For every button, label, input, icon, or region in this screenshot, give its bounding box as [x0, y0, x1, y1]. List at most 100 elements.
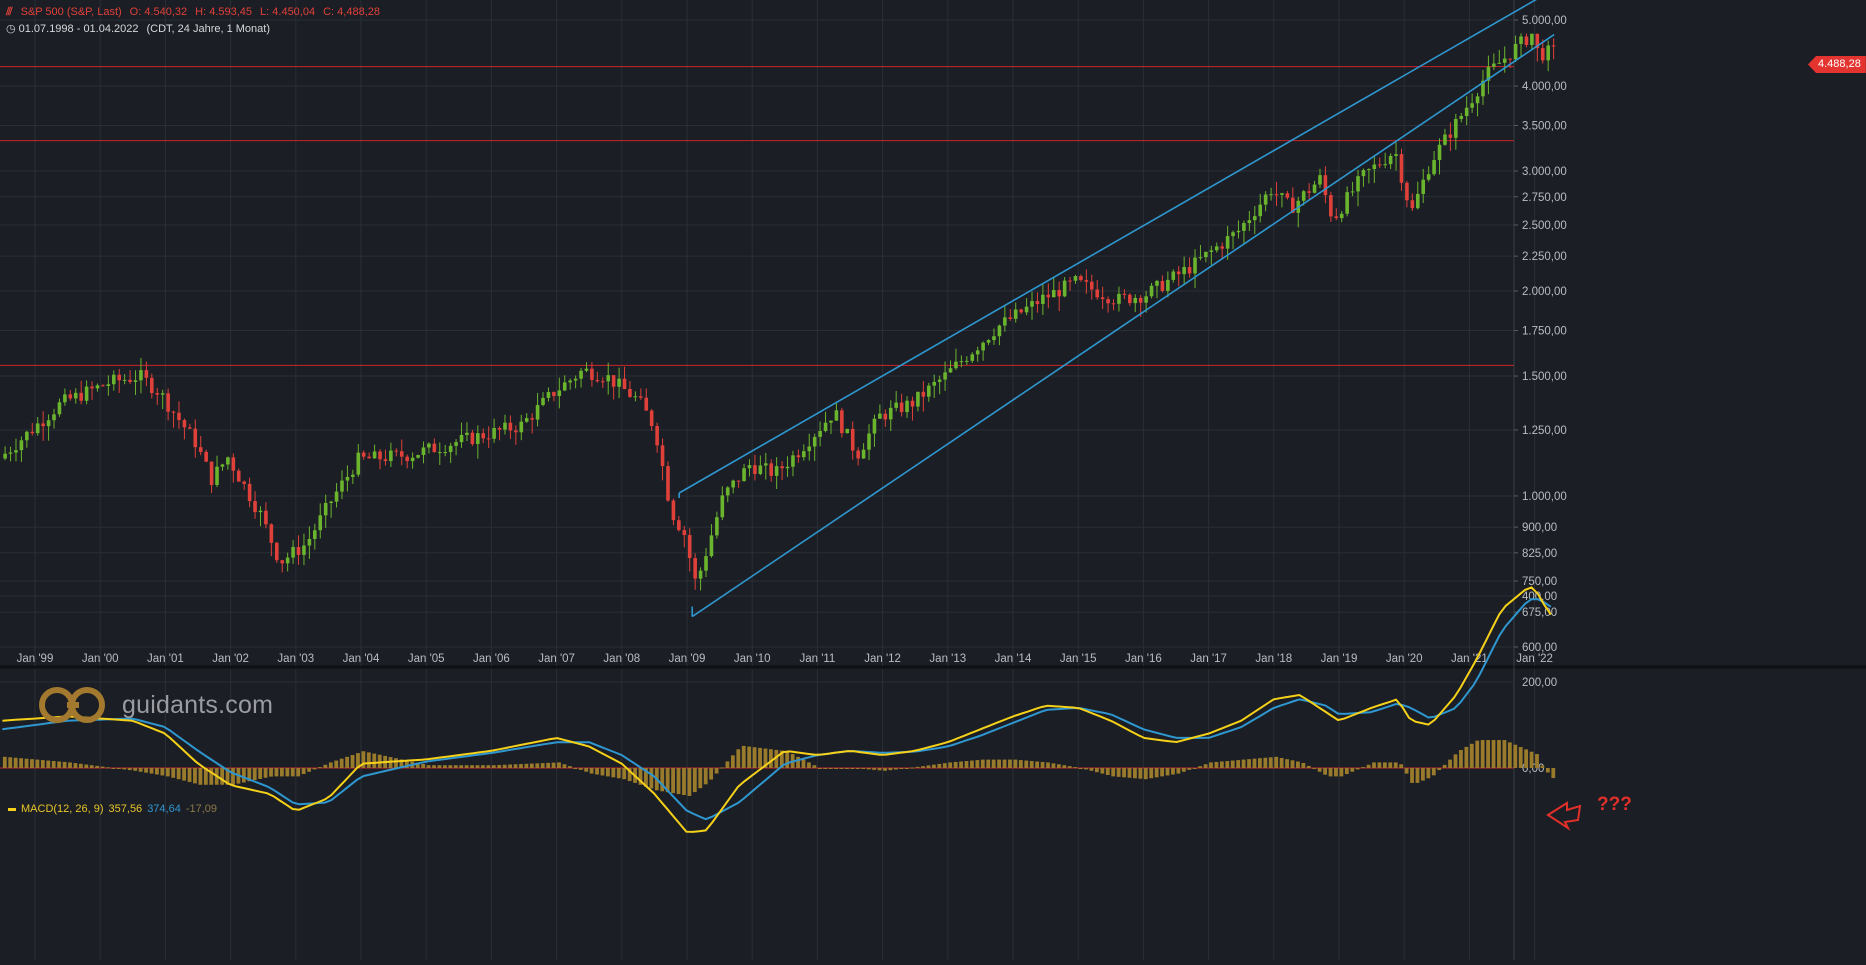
- candle-up: [73, 392, 78, 399]
- macd-hist-bar: [671, 768, 675, 794]
- macd-hist-bar: [1181, 768, 1186, 772]
- candle-up: [389, 450, 393, 462]
- macd-hist-bar: [133, 768, 138, 771]
- candle-up: [818, 431, 822, 437]
- candle-up: [992, 336, 996, 341]
- x-tick-label: Jan '08: [603, 653, 640, 665]
- macd-hist-bar: [1502, 740, 1507, 768]
- macd-hist-bar: [1312, 768, 1317, 769]
- candle-down: [899, 402, 904, 413]
- macd-hist-bar: [1127, 768, 1132, 778]
- candle-down: [171, 411, 176, 413]
- candle-up: [1182, 267, 1186, 275]
- macd-hist-bar: [638, 768, 643, 785]
- macd-hist-bar: [1301, 762, 1306, 768]
- candle-down: [481, 433, 486, 439]
- macd-hist-bar: [1024, 760, 1029, 768]
- macd-hist-bar: [910, 767, 915, 769]
- instrument-header: ⫻ S&P 500 (S&P, Last) O: 4.540,32 H: 4.593,…: [6, 6, 388, 19]
- y-tick-label: 2.500,00: [1522, 220, 1567, 232]
- candle-up: [1339, 213, 1344, 219]
- candle-up: [829, 420, 833, 423]
- macd-y-tick-label: 200,00: [1522, 677, 1557, 689]
- candle-down: [144, 370, 149, 378]
- candle-up: [557, 390, 562, 397]
- candle-up: [454, 442, 458, 446]
- macd-hist-bar: [1225, 761, 1230, 768]
- y-tick-label: 750,00: [1522, 576, 1557, 588]
- candle-up: [742, 468, 746, 482]
- macd-hist-bar: [404, 760, 409, 768]
- candle-up: [476, 433, 480, 445]
- candle-down: [399, 451, 404, 457]
- x-tick-label: Jan '17: [1190, 653, 1227, 665]
- macd-hist-bar: [51, 761, 56, 768]
- candle-up: [323, 503, 328, 516]
- candle-up: [1312, 184, 1317, 193]
- candle-up: [573, 378, 578, 381]
- macd-hist-bar: [8, 757, 13, 768]
- macd-hist-bar: [1497, 740, 1501, 768]
- macd-line: [2, 586, 1552, 833]
- price-panel-bg: [0, 0, 1866, 666]
- macd-hist-bar: [361, 751, 366, 768]
- macd-hist-bar: [1518, 747, 1523, 768]
- macd-hist-bar: [318, 767, 322, 769]
- candle-down: [611, 375, 616, 387]
- candle-up: [791, 455, 795, 467]
- candle-down: [1057, 290, 1061, 297]
- macd-hist-bar: [269, 768, 273, 777]
- macd-hist-bar: [692, 768, 697, 793]
- candle-up: [1383, 164, 1387, 166]
- candle-down: [1100, 297, 1105, 300]
- macd-hist-bar: [459, 765, 464, 768]
- candle-up: [1263, 194, 1268, 205]
- candle-up: [1513, 43, 1518, 60]
- macd-hist-bar: [893, 768, 898, 770]
- instrument-name: S&P 500 (S&P, Last): [20, 6, 122, 18]
- candle-up: [1459, 115, 1464, 119]
- x-tick-label: Jan '03: [277, 653, 314, 665]
- macd-hist-bar: [1426, 768, 1431, 779]
- macd-hist-bar: [937, 763, 942, 768]
- candle-down: [1323, 175, 1328, 196]
- macd-hist-bar: [1089, 768, 1094, 771]
- macd-hist-bar: [1464, 746, 1469, 768]
- macd-hist-bar: [377, 754, 382, 768]
- candle-up: [1225, 236, 1230, 249]
- macd-hist-bar: [524, 763, 529, 768]
- macd-hist-bar: [155, 768, 159, 775]
- macd-panel-bg: [0, 668, 1866, 960]
- range-info: (CDT, 24 Jahre, 1 Monat): [146, 23, 271, 35]
- candle-up: [1252, 216, 1257, 221]
- candle-up: [8, 452, 13, 454]
- candle-up: [1437, 144, 1442, 161]
- macd-hist-bar: [1105, 768, 1110, 775]
- macd-hist-bar: [1317, 768, 1322, 772]
- high-value: H: 4.593,45: [195, 6, 253, 18]
- macd-hist-bar: [280, 768, 284, 777]
- candle-down: [693, 558, 697, 579]
- x-tick-label: Jan '07: [538, 653, 575, 665]
- candle-up: [1041, 294, 1045, 305]
- macd-hist-bar: [866, 768, 871, 770]
- candle-up: [1013, 309, 1018, 319]
- candle-down: [514, 430, 518, 433]
- macd-hist-bar: [1252, 758, 1257, 768]
- candle-up: [633, 396, 638, 398]
- macd-hist-bar: [1143, 768, 1148, 780]
- candle-up: [965, 360, 969, 362]
- macd-hist-bar: [312, 768, 317, 770]
- macd-hist-bar: [845, 768, 849, 769]
- candle-down: [780, 466, 784, 469]
- macd-hist-bar: [817, 768, 822, 769]
- macd-hist-bar: [1279, 757, 1284, 768]
- candle-down: [1535, 33, 1540, 49]
- candles-group: [3, 33, 1556, 591]
- macd-hist-bar: [616, 768, 621, 779]
- grid-group: Jan '99 Jan '00 Jan '01 Jan '02 Jan '03 Jan '…: [0, 0, 1567, 960]
- macd-hist-bar: [475, 765, 480, 768]
- macd-hist-bar: [443, 765, 447, 768]
